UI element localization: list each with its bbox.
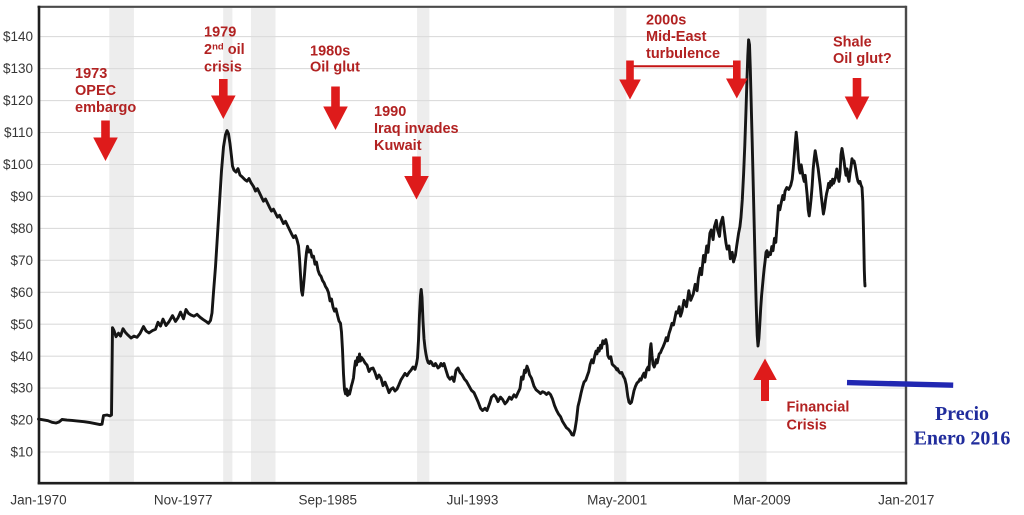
svg-text:Jan-1970: Jan-1970 [10, 493, 66, 508]
svg-text:Nov-1977: Nov-1977 [154, 493, 213, 508]
svg-text:Precio: Precio [935, 403, 989, 425]
svg-text:$70: $70 [10, 253, 33, 268]
svg-text:$40: $40 [10, 349, 33, 364]
svg-text:$120: $120 [3, 93, 33, 108]
svg-text:$10: $10 [10, 445, 33, 460]
svg-text:$60: $60 [10, 285, 33, 300]
svg-text:Jan-2017: Jan-2017 [878, 493, 934, 508]
svg-text:$90: $90 [10, 189, 33, 204]
svg-text:$130: $130 [3, 61, 33, 76]
svg-text:$100: $100 [3, 157, 33, 172]
svg-text:May-2001: May-2001 [587, 493, 647, 508]
svg-text:$80: $80 [10, 221, 33, 236]
svg-text:Enero 2016: Enero 2016 [914, 427, 1011, 449]
svg-text:Mar-2009: Mar-2009 [733, 493, 791, 508]
svg-text:Sep-1985: Sep-1985 [299, 493, 358, 508]
svg-text:$50: $50 [10, 317, 33, 332]
svg-text:$30: $30 [10, 381, 33, 396]
svg-text:$140: $140 [3, 29, 33, 44]
svg-text:$20: $20 [10, 413, 33, 428]
svg-text:$110: $110 [4, 125, 33, 140]
svg-text:Jul-1993: Jul-1993 [447, 493, 499, 508]
